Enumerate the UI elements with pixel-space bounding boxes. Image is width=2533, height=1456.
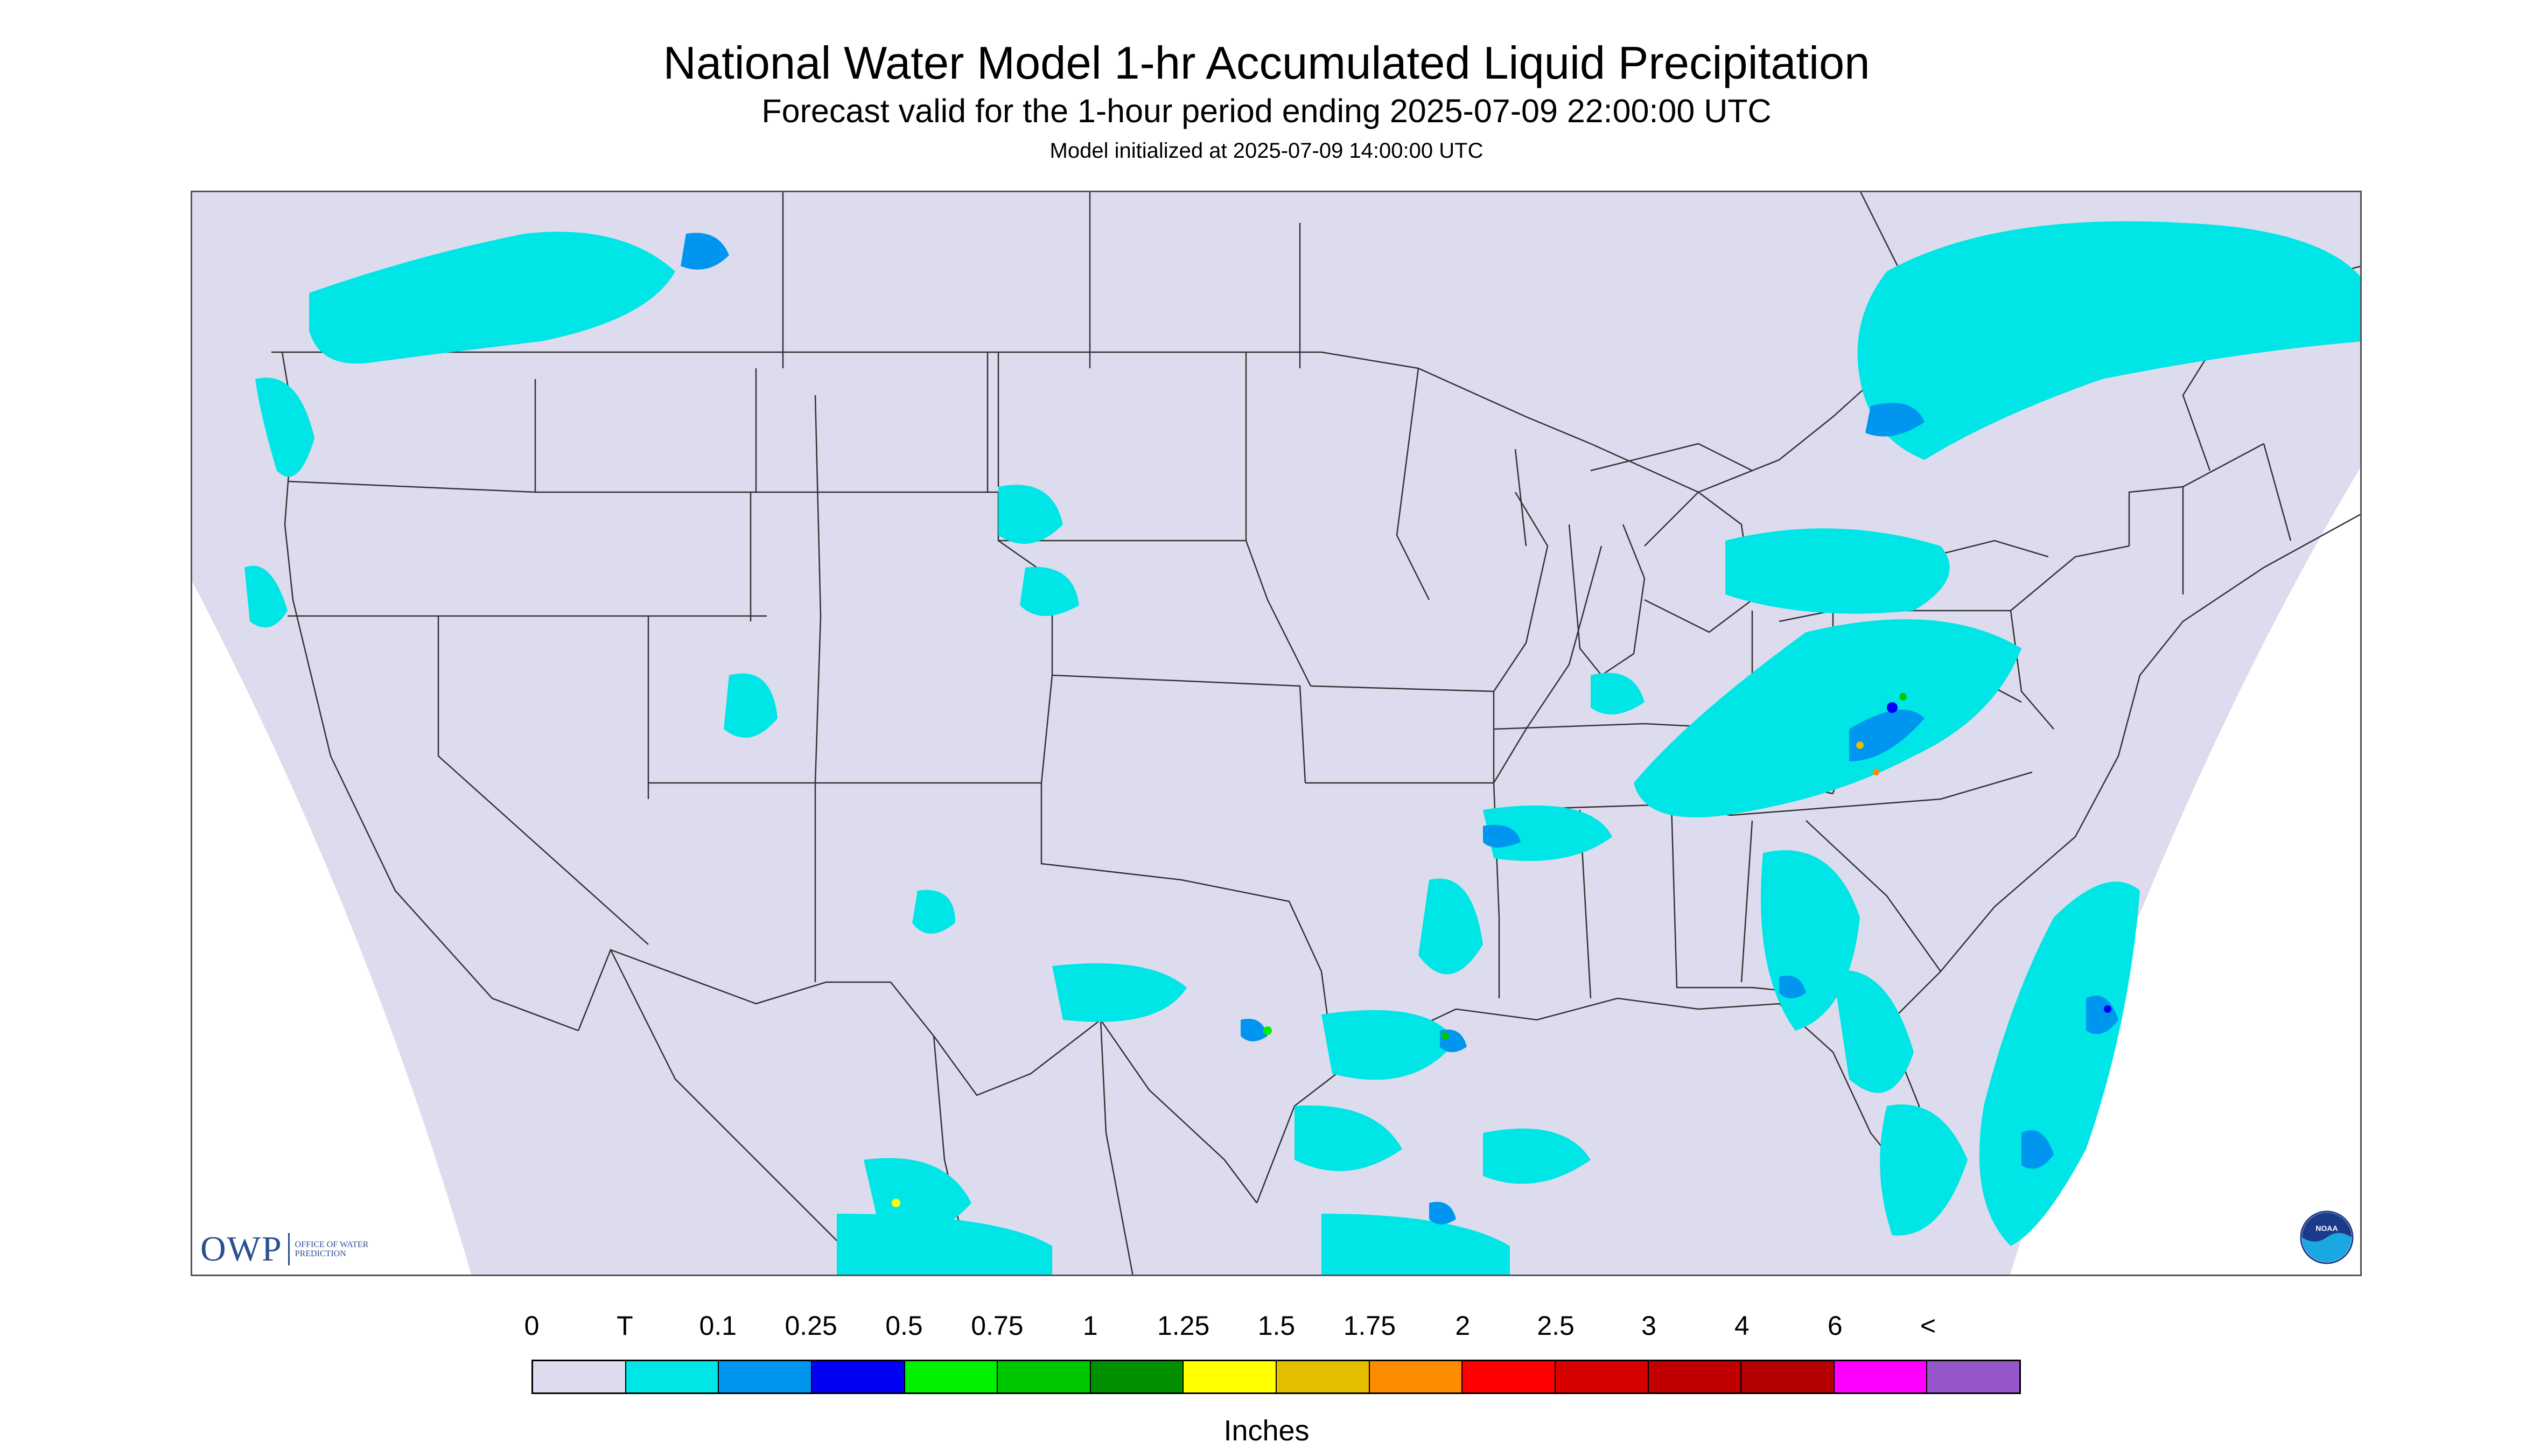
legend-swatch	[1463, 1361, 1556, 1392]
legend-label: 2.5	[1537, 1311, 1575, 1341]
legend-label: 1.5	[1257, 1311, 1296, 1341]
legend-swatch	[1277, 1361, 1370, 1392]
map-border	[191, 191, 2362, 1276]
legend-label: 1.25	[1157, 1311, 1210, 1341]
legend-label: 6	[1827, 1311, 1843, 1341]
legend-label: <	[1920, 1311, 1936, 1341]
legend-label: 0.5	[885, 1311, 923, 1341]
precip-heavy-spots	[892, 693, 2111, 1207]
legend-label: 3	[1641, 1311, 1656, 1341]
legend-swatch	[905, 1361, 998, 1392]
legend-units: Inches	[1223, 1415, 1310, 1447]
legend-swatch	[533, 1361, 626, 1392]
owp-logo-text: OFFICE OF WATER PREDICTION	[295, 1240, 369, 1258]
legend-label: 0.75	[971, 1311, 1024, 1341]
owp-logo: OWP OFFICE OF WATER PREDICTION	[200, 1228, 376, 1271]
legend-label: 4	[1734, 1311, 1750, 1341]
legend-swatch	[1927, 1361, 2019, 1392]
model-init-time: Model initialized at 2025-07-09 14:00:00…	[1049, 139, 1484, 163]
legend-swatch	[811, 1361, 905, 1392]
map-subtitle: Forecast valid for the 1-hour period end…	[761, 93, 1772, 129]
legend-swatch	[998, 1361, 1091, 1392]
legend-swatch	[1555, 1361, 1649, 1392]
legend-labels: 0 T 0.1 0.25 0.5 0.75 1 1.25 1.5 1.75 2 2.5 3 4 6 <	[524, 1310, 2021, 1342]
legend-swatch	[1369, 1361, 1463, 1392]
legend-label: 1.75	[1343, 1311, 1396, 1341]
owp-logo-separator	[288, 1233, 290, 1265]
legend-swatch	[1090, 1361, 1184, 1392]
legend-label: 0	[524, 1311, 540, 1341]
legend-swatch	[1834, 1361, 1928, 1392]
legend-label: T	[617, 1311, 633, 1341]
legend-color-bar	[531, 1360, 2021, 1394]
map-title: National Water Model 1-hr Accumulated Li…	[663, 38, 1870, 89]
legend-swatch	[1648, 1361, 1742, 1392]
legend-label: 1	[1082, 1311, 1098, 1341]
noaa-logo: NOAA	[2300, 1210, 2354, 1264]
legend-label: 0.25	[785, 1311, 837, 1341]
precip-moderate-areas	[681, 233, 2118, 1224]
legend-swatch	[626, 1361, 719, 1392]
legend-label: 2	[1455, 1311, 1471, 1341]
legend-swatch	[1184, 1361, 1277, 1392]
legend-swatch	[719, 1361, 812, 1392]
noaa-logo-text: NOAA	[2315, 1224, 2338, 1233]
owp-logo-mark: OWP	[200, 1229, 283, 1269]
legend-swatch	[1741, 1361, 1835, 1392]
precipitation-map	[191, 191, 2362, 1276]
legend-label: 0.1	[699, 1311, 737, 1341]
